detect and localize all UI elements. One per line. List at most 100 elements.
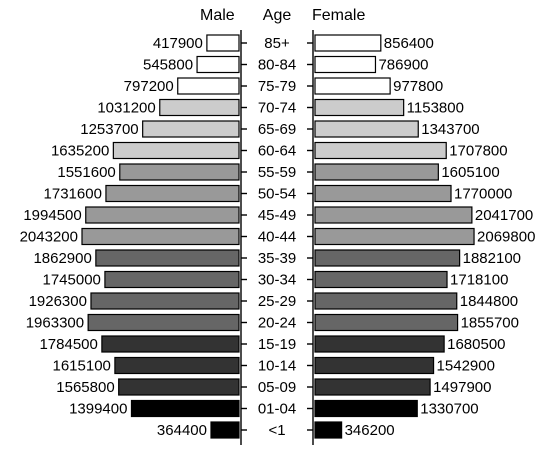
male-value-35-39: 1862900 bbox=[33, 250, 91, 267]
female-value-30-34: 1718100 bbox=[450, 272, 508, 289]
male-bar-50-54 bbox=[105, 184, 240, 203]
age-label-65-69: 65-69 bbox=[258, 121, 296, 138]
male-value-45-49: 1994500 bbox=[23, 207, 81, 224]
male-bar-20-24 bbox=[87, 313, 240, 332]
male-value-85plus: 417900 bbox=[153, 35, 203, 52]
male-value-70-74: 1031200 bbox=[97, 100, 155, 117]
female-value-75-79: 977800 bbox=[393, 78, 443, 95]
age-label-70-74: 70-74 bbox=[258, 100, 296, 117]
age-label-25-29: 25-29 bbox=[258, 293, 296, 310]
female-bar-40-44 bbox=[314, 227, 475, 246]
age-label-15-19: 15-19 bbox=[258, 336, 296, 353]
female-bar-15-19 bbox=[314, 335, 445, 353]
age-label-05-09: 05-09 bbox=[258, 379, 296, 396]
female-value-10-14: 1542900 bbox=[437, 358, 495, 375]
male-bar-25-29 bbox=[90, 292, 240, 310]
male-bar-15-19 bbox=[101, 335, 240, 353]
pyramid-rows: 85+ 417900 856400 80-84 545800 786900 75-79 797… bbox=[20, 34, 535, 439]
male-bar-65-69 bbox=[142, 120, 240, 138]
male-value-20-24: 1963300 bbox=[26, 315, 84, 332]
female-value-80-84: 786900 bbox=[378, 57, 428, 74]
age-label-10-14: 10-14 bbox=[258, 358, 296, 375]
male-bar-30-34 bbox=[104, 270, 240, 289]
female-bar-70-74 bbox=[314, 98, 405, 117]
female-value-25-29: 1844800 bbox=[460, 293, 518, 310]
male-bar-75-79 bbox=[177, 77, 240, 95]
male-bar-80-84 bbox=[196, 55, 240, 74]
female-value-under-1: 346200 bbox=[345, 422, 395, 439]
age-label-85plus: 85+ bbox=[264, 35, 290, 52]
male-bar-55-59 bbox=[119, 163, 240, 181]
age-header: Age bbox=[263, 7, 292, 24]
female-bar-45-49 bbox=[314, 206, 473, 224]
male-bar-60-64 bbox=[112, 141, 240, 160]
female-bar-25-29 bbox=[314, 292, 458, 310]
male-value-25-29: 1926300 bbox=[29, 293, 87, 310]
male-value-01-04: 1399400 bbox=[69, 401, 127, 418]
male-bar-10-14 bbox=[114, 356, 240, 375]
female-header: Female bbox=[312, 7, 365, 24]
female-value-85plus: 856400 bbox=[384, 35, 434, 52]
female-bar-55-59 bbox=[314, 163, 439, 181]
female-bar-85plus bbox=[314, 34, 382, 52]
female-value-15-19: 1680500 bbox=[447, 336, 505, 353]
female-bar-30-34 bbox=[314, 270, 448, 289]
male-value-40-44: 2043200 bbox=[20, 229, 78, 246]
male-value-60-64: 1635200 bbox=[51, 143, 109, 160]
female-bar-under-1 bbox=[314, 421, 343, 439]
age-label-45-49: 45-49 bbox=[258, 207, 296, 224]
female-bar-50-54 bbox=[314, 184, 452, 203]
male-value-under-1: 364400 bbox=[157, 422, 207, 439]
female-bar-65-69 bbox=[314, 120, 419, 138]
male-bar-05-09 bbox=[118, 378, 240, 396]
female-bar-01-04 bbox=[314, 399, 418, 418]
female-value-65-69: 1343700 bbox=[421, 121, 479, 138]
female-value-05-09: 1497900 bbox=[433, 379, 491, 396]
male-header: Male bbox=[200, 7, 235, 24]
female-value-70-74: 1153800 bbox=[407, 100, 464, 117]
male-bar-35-39 bbox=[95, 249, 240, 267]
female-bar-35-39 bbox=[314, 249, 461, 267]
female-value-45-49: 2041700 bbox=[475, 207, 533, 224]
female-bar-20-24 bbox=[314, 313, 459, 332]
age-label-20-24: 20-24 bbox=[258, 315, 296, 332]
male-bar-under-1 bbox=[210, 421, 240, 439]
female-value-01-04: 1330700 bbox=[420, 401, 478, 418]
male-value-80-84: 545800 bbox=[143, 57, 193, 74]
male-bar-45-49 bbox=[85, 206, 240, 224]
female-bar-10-14 bbox=[314, 356, 435, 375]
age-label-80-84: 80-84 bbox=[258, 57, 296, 74]
male-value-55-59: 1551600 bbox=[57, 164, 115, 181]
female-bar-80-84 bbox=[314, 55, 377, 74]
age-label-30-34: 30-34 bbox=[258, 272, 296, 289]
female-bar-05-09 bbox=[314, 378, 431, 396]
male-bar-70-74 bbox=[159, 98, 240, 117]
male-value-30-34: 1745000 bbox=[43, 272, 101, 289]
male-value-75-79: 797200 bbox=[124, 78, 174, 95]
male-value-10-14: 1615100 bbox=[52, 358, 110, 375]
male-bar-85plus bbox=[206, 34, 240, 52]
female-value-20-24: 1855700 bbox=[461, 315, 519, 332]
female-bar-75-79 bbox=[314, 77, 391, 95]
age-label-60-64: 60-64 bbox=[258, 143, 296, 160]
age-label-under-1: <1 bbox=[268, 422, 285, 439]
female-value-60-64: 1707800 bbox=[449, 143, 507, 160]
age-label-35-39: 35-39 bbox=[258, 250, 296, 267]
age-label-55-59: 55-59 bbox=[258, 164, 296, 181]
female-bar-60-64 bbox=[314, 141, 447, 160]
female-value-35-39: 1882100 bbox=[463, 250, 521, 267]
female-value-40-44: 2069800 bbox=[477, 229, 535, 246]
male-value-05-09: 1565800 bbox=[56, 379, 114, 396]
male-value-65-69: 1253700 bbox=[80, 121, 138, 138]
age-label-01-04: 01-04 bbox=[258, 401, 296, 418]
female-value-55-59: 1605100 bbox=[441, 164, 499, 181]
male-value-15-19: 1784500 bbox=[39, 336, 97, 353]
age-label-50-54: 50-54 bbox=[258, 186, 296, 203]
male-bar-01-04 bbox=[130, 399, 240, 418]
male-value-50-54: 1731600 bbox=[44, 186, 102, 203]
age-label-40-44: 40-44 bbox=[258, 229, 296, 246]
male-bar-40-44 bbox=[81, 227, 240, 246]
female-value-50-54: 1770000 bbox=[454, 186, 512, 203]
age-label-75-79: 75-79 bbox=[258, 78, 296, 95]
